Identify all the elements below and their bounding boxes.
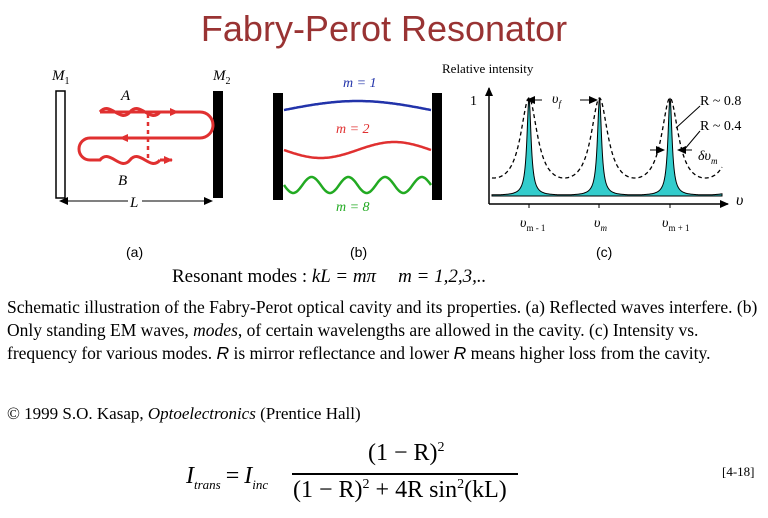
linewidth-label: δυm: [698, 149, 718, 166]
y-axis-label: Relative intensity: [442, 61, 534, 76]
ray-paths: [77, 107, 215, 165]
transmission-peaks-r08: [491, 97, 723, 197]
mirror-m2-label: M2: [212, 68, 231, 87]
mirror-m1: [55, 90, 66, 199]
equation-numerator: (1 − R)2: [368, 440, 445, 466]
free-spectral-range-label: υf: [552, 92, 562, 109]
equation-number: [4-18]: [722, 464, 755, 479]
resonant-modes-equation: Resonant modes : kL = mπ m = 1,2,3,..: [172, 266, 487, 287]
fabry-perot-figure: M1 M2 A B L m = 1 m = 2 m = 8 Relative i…: [51, 61, 743, 233]
peak-label-m: υm: [594, 216, 607, 233]
panel-b: m = 1 m = 2 m = 8: [273, 76, 442, 215]
mode-label-m2: m = 2: [336, 122, 370, 137]
mirror-m2: [213, 91, 223, 198]
x-axis-symbol: υ: [736, 192, 743, 209]
panel-c: Relative intensity 1 υ υf R ~ 0.8 R ~ 0.…: [442, 61, 743, 233]
mode-label-m1: m = 1: [343, 76, 377, 91]
mirror-left-b: [273, 93, 283, 200]
point-b-label: B: [118, 173, 127, 189]
copyright-notice: © 1999 S.O. Kasap, Optoelectronics (Pren…: [7, 404, 361, 423]
panel-a-label: (a): [126, 244, 144, 260]
mode-curve-m1: [283, 99, 432, 112]
mode-curve-m8: [282, 175, 433, 195]
mirror-right-b: [432, 93, 442, 200]
panel-c-label: (c): [596, 244, 613, 260]
mode-curve-m2: [283, 140, 432, 160]
transmission-curve-r04: [491, 97, 723, 179]
panel-b-label: (b): [350, 244, 368, 260]
point-a-label: A: [120, 88, 131, 104]
mode-label-m8: m = 8: [336, 200, 370, 215]
figure-caption: Schematic illustration of the Fabry-Pero…: [7, 297, 758, 363]
equation-denominator: (1 − R)2 + 4R sin2(kL): [293, 477, 507, 503]
y-tick-1: 1: [470, 94, 477, 109]
page-title: Fabry-Perot Resonator: [200, 8, 568, 49]
fraction-bar: [292, 473, 518, 475]
peak-label-m-minus-1: υm - 1: [520, 216, 545, 233]
panel-a: M1 M2 A B L: [51, 68, 231, 211]
mirror-m1-label: M1: [51, 68, 70, 87]
peak-label-m-plus-1: υm + 1: [662, 216, 690, 233]
r-high-label: R ~ 0.8: [700, 94, 741, 109]
length-label: L: [129, 195, 138, 211]
equation-lhs: Itrans = Iinc: [186, 463, 269, 492]
r-low-label: R ~ 0.4: [700, 119, 741, 134]
